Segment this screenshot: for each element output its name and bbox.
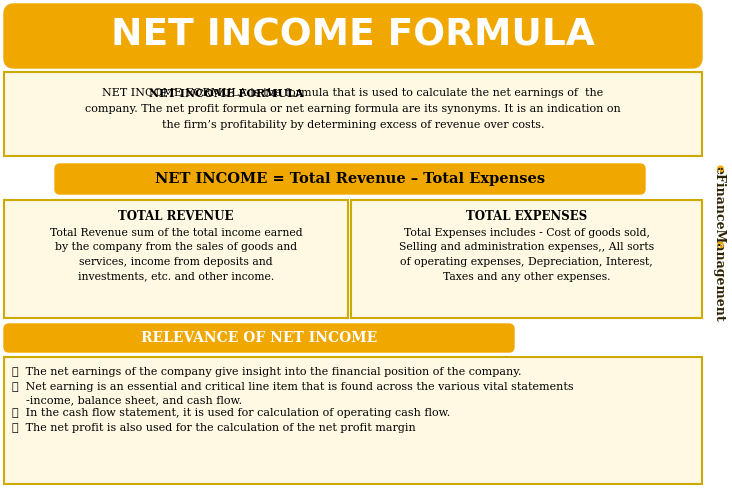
Bar	[4, 357, 702, 484]
Text: Total Expenses includes - Cost of goods sold,: Total Expenses includes - Cost of goods …	[403, 228, 649, 238]
FancyBboxPatch shape	[4, 324, 514, 352]
Text: of operating expenses, Depreciation, Interest,: of operating expenses, Depreciation, Int…	[400, 257, 653, 267]
Text: company. The net profit formula or net earning formula are its synonyms. It is a: company. The net profit formula or net e…	[85, 104, 621, 114]
Text: Taxes and any other expenses.: Taxes and any other expenses.	[443, 271, 610, 282]
Text: investments, etc. and other income.: investments, etc. and other income.	[78, 271, 274, 282]
Text: by the company from the sales of goods and: by the company from the sales of goods a…	[55, 243, 297, 252]
Text: Selling and administration expenses,, All sorts: Selling and administration expenses,, Al…	[399, 243, 654, 252]
Text: the firm’s profitability by determining excess of revenue over costs.: the firm’s profitability by determining …	[162, 120, 545, 130]
Text: -income, balance sheet, and cash flow.: -income, balance sheet, and cash flow.	[12, 395, 242, 405]
Text: NET INCOME = Total Revenue – Total Expenses: NET INCOME = Total Revenue – Total Expen…	[155, 172, 545, 186]
Text: ❖  The net profit is also used for the calculation of the net profit margin: ❖ The net profit is also used for the ca…	[12, 423, 416, 433]
Text: ❖  In the cash flow statement, it is used for calculation of operating cash flow: ❖ In the cash flow statement, it is used…	[12, 408, 450, 419]
Text: NET INCOME FORMULA is the formula that is used to calculate the net earnings of : NET INCOME FORMULA is the formula that i…	[102, 88, 604, 98]
Text: e: e	[712, 164, 725, 172]
Text: e: e	[712, 240, 725, 248]
Text: ❖  Net earning is an essential and critical line item that is found across the v: ❖ Net earning is an essential and critic…	[12, 382, 574, 391]
Text: NET INCOME FORMULA: NET INCOME FORMULA	[149, 88, 304, 99]
Text: NET INCOME FORMULA: NET INCOME FORMULA	[111, 18, 595, 54]
Text: TOTAL REVENUE: TOTAL REVENUE	[119, 210, 234, 223]
Text: RELEVANCE OF NET INCOME: RELEVANCE OF NET INCOME	[141, 331, 377, 345]
Bar	[4, 72, 702, 156]
Bar	[351, 200, 702, 318]
FancyBboxPatch shape	[55, 164, 645, 194]
Text: eFinanceManagement: eFinanceManagement	[712, 166, 725, 322]
Text: TOTAL EXPENSES: TOTAL EXPENSES	[466, 210, 587, 223]
Bar	[4, 200, 348, 318]
Text: ❖  The net earnings of the company give insight into the financial position of t: ❖ The net earnings of the company give i…	[12, 367, 521, 377]
Text: Total Revenue sum of the total income earned: Total Revenue sum of the total income ea…	[50, 228, 302, 238]
Text: services, income from deposits and: services, income from deposits and	[79, 257, 273, 267]
FancyBboxPatch shape	[4, 4, 702, 68]
